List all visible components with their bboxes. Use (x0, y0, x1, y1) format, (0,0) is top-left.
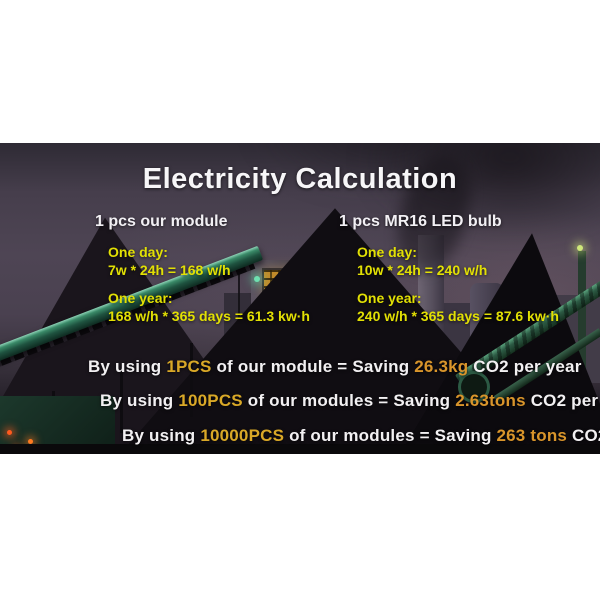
savings-amount: 2.63tons (455, 391, 526, 410)
day-label: One day: (108, 244, 168, 260)
savings-middle: of our module = Saving (211, 357, 415, 376)
conveyor-leg (190, 343, 193, 417)
savings-prefix: By using (88, 357, 167, 376)
power-plant-photo (0, 143, 600, 454)
savings-quantity: 10000PCS (200, 426, 285, 445)
led-bulb-calculations: One day: 10w * 24h = 240 w/h One year: 2… (357, 243, 559, 325)
savings-amount: 263 tons (496, 426, 568, 445)
savings-prefix: By using (122, 426, 201, 445)
mast-light (577, 245, 583, 251)
year-label: One year: (357, 290, 422, 306)
savings-middle: of our modules = Saving (284, 426, 497, 445)
bucket-wheel (458, 371, 490, 403)
day-label: One day: (357, 244, 417, 260)
year-label: One year: (108, 290, 173, 306)
column-header-our-module: 1 pcs our module (95, 213, 228, 230)
savings-suffix: CO2 per year (468, 357, 582, 376)
savings-prefix: By using (100, 391, 179, 410)
savings-line-10000pcs: By using 10000PCS of our modules = Savin… (122, 426, 600, 446)
orange-light (7, 430, 12, 435)
savings-quantity: 1PCS (166, 357, 212, 376)
day-calc: 7w * 24h = 168 w/h (108, 262, 231, 278)
ground (0, 444, 600, 454)
savings-middle: of our modules = Saving (242, 391, 456, 410)
year-calc: 240 w/h * 365 days = 87.6 kw·h (357, 308, 559, 324)
orange-light (28, 439, 33, 444)
savings-suffix: CO2 per year (571, 426, 600, 445)
our-module-calculations: One day: 7w * 24h = 168 w/h One year: 16… (108, 243, 310, 325)
savings-line-1pcs: By using 1PCS of our module = Saving 26.… (88, 357, 582, 377)
day-calc: 10w * 24h = 240 w/h (357, 262, 488, 278)
crane-mast (578, 251, 586, 391)
column-header-led-bulb: 1 pcs MR16 LED bulb (339, 213, 502, 230)
savings-amount: 26.3kg (414, 357, 469, 376)
page-title: Electricity Calculation (142, 163, 458, 195)
savings-suffix: CO2 per year (530, 391, 600, 410)
teal-light (254, 276, 260, 282)
savings-line-100pcs: By using 100PCS of our modules = Saving … (100, 391, 600, 411)
conveyor-leg (120, 371, 123, 433)
year-calc: 168 w/h * 365 days = 61.3 kw·h (108, 308, 310, 324)
savings-quantity: 100PCS (178, 391, 243, 410)
